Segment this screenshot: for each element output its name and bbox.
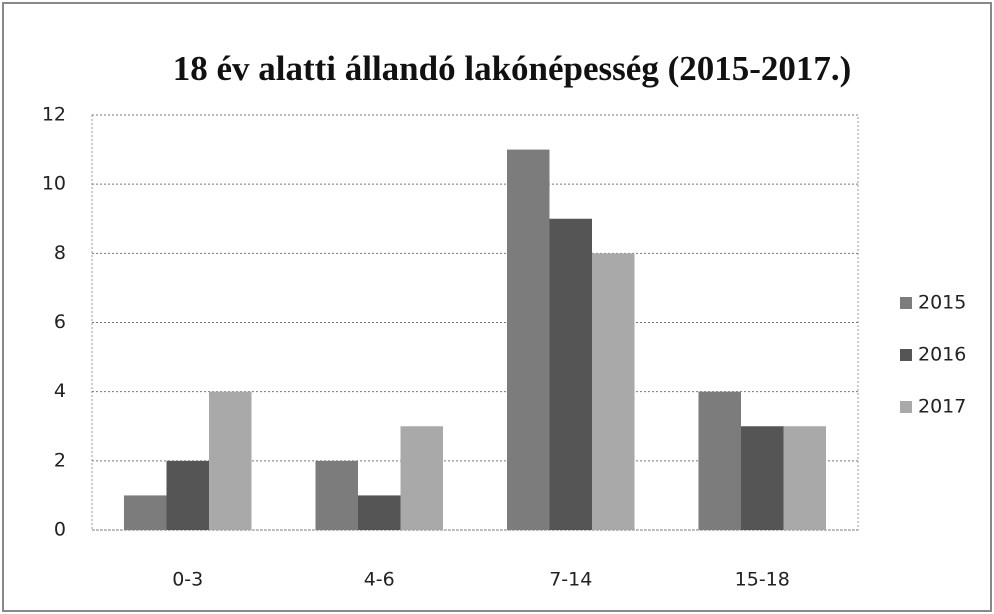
legend-label: 2016 [918,344,966,366]
x-tick-label: 0-3 [172,569,203,591]
bar [740,426,784,530]
bar [209,391,252,530]
bar [698,391,741,530]
x-tick-label: 7-14 [549,569,592,591]
legend-label: 2017 [918,396,966,418]
x-tick-label: 15-18 [735,569,790,591]
y-tick-label: 6 [54,311,66,333]
y-tick-label: 8 [54,242,66,264]
bar [357,495,401,530]
y-tick-label: 0 [54,519,66,541]
y-tick-label: 4 [54,380,66,402]
bar [400,426,444,530]
bar [315,460,358,530]
legend-label: 2015 [918,292,966,314]
y-tick-label: 12 [42,104,66,126]
bar [783,426,827,530]
legend-swatch [900,349,912,361]
legend-swatch [900,401,912,413]
chart-title: 18 év alatti állandó lakónépesség (2015-… [173,49,852,88]
y-tick-label: 2 [54,449,66,471]
x-tick-label: 4-6 [364,569,395,591]
bar [166,460,210,530]
bar [592,253,635,531]
bar [506,149,550,531]
legend-swatch [900,297,912,309]
y-tick-label: 10 [42,173,66,195]
bar [549,218,593,530]
bar [123,495,167,530]
